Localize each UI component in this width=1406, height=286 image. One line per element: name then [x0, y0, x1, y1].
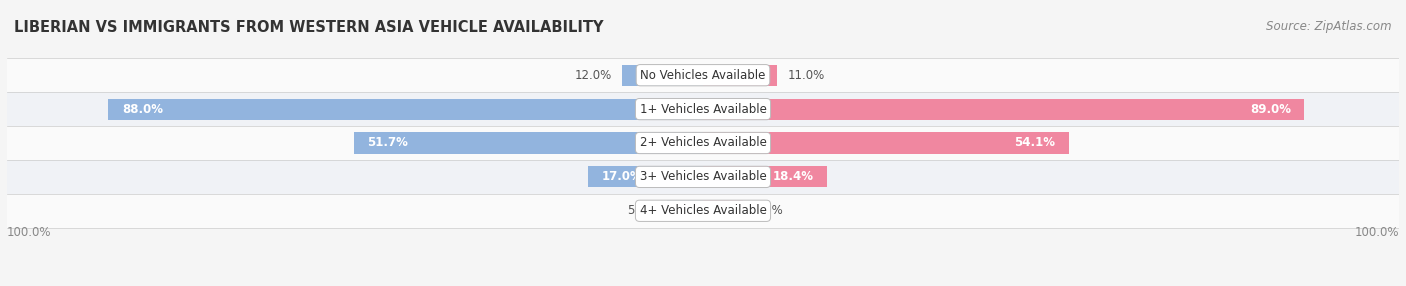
Text: No Vehicles Available: No Vehicles Available — [640, 69, 766, 82]
Bar — [108, 99, 703, 120]
Bar — [7, 126, 1399, 160]
Bar — [668, 200, 703, 221]
Bar — [7, 92, 1399, 126]
Text: 88.0%: 88.0% — [122, 103, 163, 116]
Bar — [7, 58, 1399, 92]
Text: LIBERIAN VS IMMIGRANTS FROM WESTERN ASIA VEHICLE AVAILABILITY: LIBERIAN VS IMMIGRANTS FROM WESTERN ASIA… — [14, 20, 603, 35]
Bar — [621, 65, 703, 86]
Text: 89.0%: 89.0% — [1250, 103, 1291, 116]
Text: 100.0%: 100.0% — [7, 226, 52, 239]
Text: 17.0%: 17.0% — [602, 170, 643, 183]
Text: 12.0%: 12.0% — [575, 69, 612, 82]
Text: 5.3%: 5.3% — [627, 204, 657, 217]
Bar — [703, 200, 742, 221]
Bar — [7, 160, 1399, 194]
Text: 2+ Vehicles Available: 2+ Vehicles Available — [640, 136, 766, 150]
Text: 51.7%: 51.7% — [367, 136, 408, 150]
Text: 4+ Vehicles Available: 4+ Vehicles Available — [640, 204, 766, 217]
Bar — [703, 99, 1305, 120]
Bar — [703, 166, 827, 187]
Bar — [354, 132, 703, 154]
Bar — [7, 194, 1399, 228]
Text: 100.0%: 100.0% — [1354, 226, 1399, 239]
Text: Source: ZipAtlas.com: Source: ZipAtlas.com — [1267, 20, 1392, 33]
Text: 11.0%: 11.0% — [787, 69, 825, 82]
Bar — [588, 166, 703, 187]
Bar — [703, 132, 1069, 154]
Text: 18.4%: 18.4% — [773, 170, 814, 183]
Text: 1+ Vehicles Available: 1+ Vehicles Available — [640, 103, 766, 116]
Text: 5.9%: 5.9% — [754, 204, 783, 217]
Text: 54.1%: 54.1% — [1014, 136, 1054, 150]
Text: 3+ Vehicles Available: 3+ Vehicles Available — [640, 170, 766, 183]
Bar — [703, 65, 778, 86]
